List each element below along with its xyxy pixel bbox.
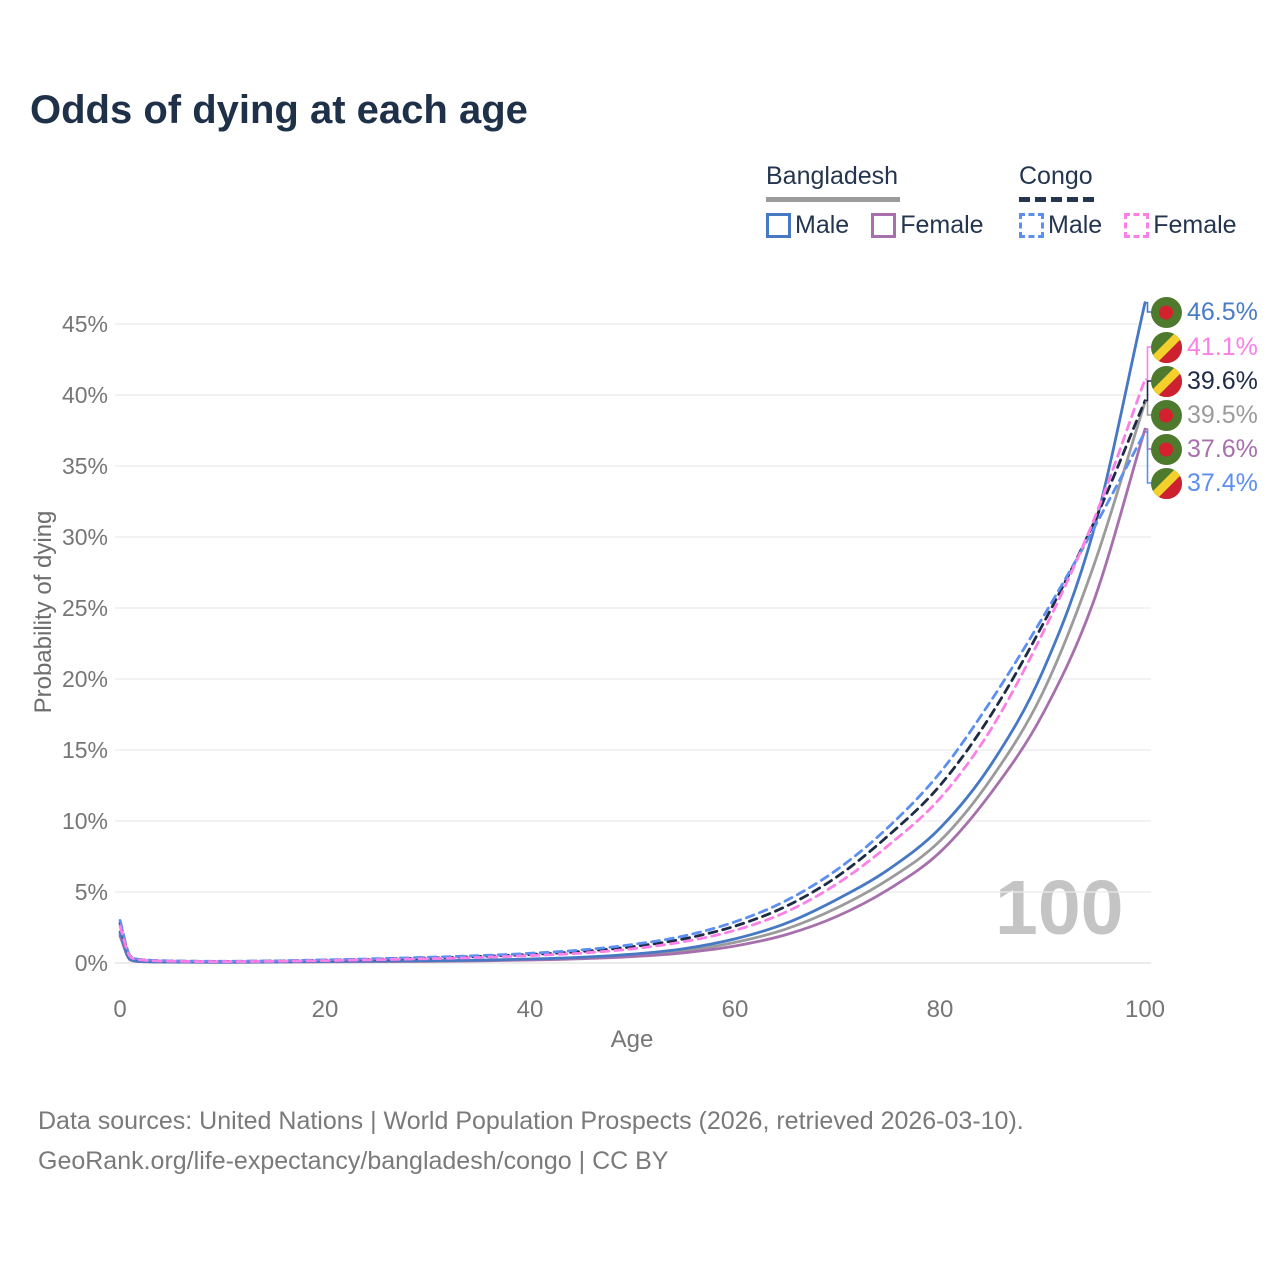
legend-items-congo: Male Female [1019, 211, 1237, 240]
y-tick-15%: 15% [61, 737, 108, 763]
legend-label-bangladesh-female: Female [900, 211, 984, 239]
end-label-congo-female: 41.1% [1151, 331, 1258, 363]
y-tick-25%: 25% [61, 595, 108, 621]
series-line-congo-female [118, 378, 1147, 963]
legend-item-bangladesh-female: Female [871, 211, 984, 240]
end-label-connector-congo-female [1145, 346, 1153, 381]
end-label-value: 46.5% [1187, 297, 1258, 326]
y-tick-35%: 35% [61, 453, 108, 479]
end-label-bangladesh-total: 39.5% [1151, 399, 1258, 431]
legend-swatch-bangladesh-male-icon [766, 213, 791, 238]
legend-swatch-congo-male-icon [1019, 213, 1044, 238]
bangladesh-flag-icon [1151, 433, 1182, 465]
congo-flag-icon [1151, 331, 1182, 363]
x-tick-60: 60 [721, 996, 749, 1023]
series-line-congo-total [118, 399, 1147, 963]
bangladesh-flag-icon [1151, 399, 1182, 431]
x-axis-title: Age [610, 1026, 654, 1053]
congo-flag-icon [1151, 365, 1182, 397]
x-tick-20: 20 [311, 996, 339, 1023]
end-label-congo-male: 37.4% [1151, 467, 1258, 499]
end-label-value: 37.4% [1187, 468, 1258, 497]
legend-label-congo-male: Male [1048, 211, 1103, 239]
x-tick-40: 40 [516, 996, 544, 1023]
legend-item-congo-male: Male [1019, 211, 1102, 240]
end-label-connector-congo-male [1145, 431, 1153, 484]
chart-title: Odds of dying at each age [30, 88, 528, 132]
y-tick-10%: 10% [61, 808, 108, 834]
end-label-value: 37.6% [1187, 434, 1258, 463]
legend-label-bangladesh-male: Male [795, 211, 850, 239]
y-tick-45%: 45% [61, 311, 108, 337]
series-line-bangladesh-male [118, 301, 1147, 964]
series-line-bangladesh-total [118, 400, 1147, 964]
x-tick-80: 80 [926, 996, 954, 1023]
source-line-2: GeoRank.org/life-expectancy/bangladesh/c… [38, 1147, 669, 1175]
y-tick-20%: 20% [61, 666, 108, 692]
y-tick-0%: 0% [74, 950, 108, 976]
source-line-1: Data sources: United Nations | World Pop… [38, 1107, 1024, 1135]
y-tick-30%: 30% [61, 524, 108, 550]
legend-swatch-congo-female-icon [1124, 213, 1150, 238]
legend-items-bangladesh: Male Female [766, 211, 984, 240]
legend-underline-congo [1019, 197, 1097, 202]
series-line-bangladesh-female [118, 427, 1147, 964]
end-label-connector-bangladesh-male [1145, 301, 1153, 313]
bangladesh-flag-icon [1151, 296, 1182, 328]
end-label-connector-congo-total [1145, 380, 1153, 402]
legend-group-title-bangladesh: Bangladesh [766, 162, 899, 190]
legend-underline-bangladesh [766, 197, 900, 202]
congo-flag-icon [1151, 467, 1182, 499]
legend-item-congo-female: Female [1124, 211, 1237, 240]
end-label-value: 39.5% [1187, 400, 1258, 429]
watermark-age-100: 100 [995, 865, 1124, 951]
legend-item-bangladesh-male: Male [766, 211, 849, 240]
end-label-connector-bangladesh-total [1145, 401, 1153, 416]
end-label-congo-total: 39.6% [1151, 365, 1258, 397]
legend-group-bangladesh: Bangladesh Male Female [766, 162, 984, 240]
end-label-bangladesh-male: 46.5% [1151, 296, 1258, 328]
y-tick-5%: 5% [74, 879, 108, 905]
legend-group-congo: Congo Male Female [1019, 162, 1237, 240]
legend-label-congo-female: Female [1153, 211, 1237, 239]
x-tick-100: 100 [1124, 996, 1166, 1023]
y-tick-40%: 40% [61, 382, 108, 408]
end-label-value: 39.6% [1187, 366, 1258, 395]
legend-group-title-congo: Congo [1019, 162, 1093, 190]
y-axis-title: Probability of dying [30, 510, 57, 714]
legend-swatch-bangladesh-female-icon [871, 213, 897, 238]
end-label-value: 41.1% [1187, 332, 1258, 361]
x-tick-0: 0 [113, 996, 127, 1023]
series-line-congo-male [118, 430, 1147, 963]
end-label-bangladesh-female: 37.6% [1151, 433, 1258, 465]
